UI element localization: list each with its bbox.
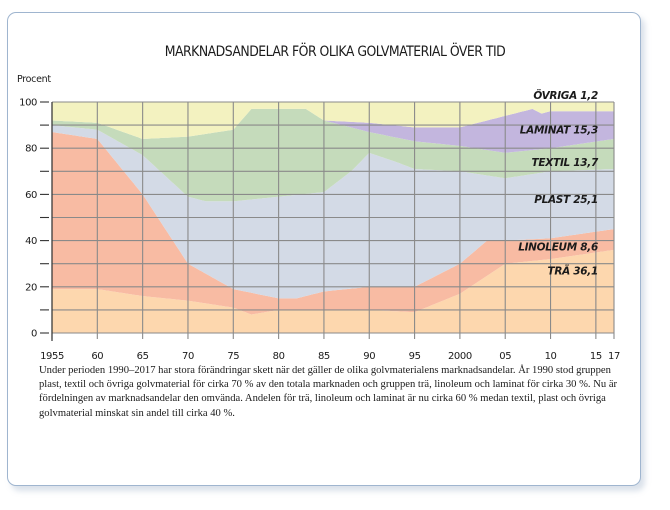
area-textil — [52, 108, 614, 202]
x-tick-label: 15 — [590, 351, 602, 362]
area-tr — [52, 249, 614, 333]
axes: 0 20 40 60 80 100 1955 60 65 70 75 80 85 90 95 2000 05 10… — [19, 98, 620, 363]
y-tick-label: 80 — [25, 144, 37, 155]
area-plast — [52, 125, 614, 299]
caption-text: Under perioden 1990–2017 har stora förän… — [39, 365, 618, 419]
x-tick-label: 60 — [91, 351, 103, 362]
x-tick-label: 80 — [273, 351, 285, 362]
x-tick-label: 85 — [318, 351, 330, 362]
series-label-plast: PLAST 25,1 — [534, 194, 598, 206]
area-vriga — [52, 102, 614, 139]
x-tick-label: 05 — [499, 351, 511, 362]
y-tick-label: 60 — [25, 190, 37, 201]
x-tick-label: 70 — [182, 351, 194, 362]
y-tick-label: 20 — [25, 282, 37, 293]
series-label-tr: TRÄ 36,1 — [547, 264, 598, 278]
x-tick-label: 10 — [545, 351, 557, 362]
chart-title: MARKNADSANDELAR FÖR OLIKA GOLVMATERIAL Ö… — [164, 44, 506, 60]
x-tick-label: 95 — [409, 351, 421, 362]
series-label-laminat: LAMINAT 15,3 — [520, 125, 598, 137]
y-axis-label: Procent — [17, 74, 51, 85]
y-tick-label: 100 — [19, 98, 37, 109]
x-tick-label: 1955 — [40, 351, 64, 362]
series-label-textil: TEXTIL 13,7 — [532, 157, 599, 169]
x-tick-label: 2000 — [448, 351, 472, 362]
series-labels: TRÄ 36,1 LINOLEUM 8,6 PLAST 25,1 TEXTIL 13,… — [518, 88, 599, 278]
area-linoleum — [52, 132, 614, 315]
x-tick-label: 17 — [608, 351, 620, 362]
area-layers — [52, 102, 614, 333]
y-tick-label: 0 — [31, 329, 37, 340]
area-laminat — [52, 108, 614, 153]
chart-caption: Under perioden 1990–2017 har stora förän… — [39, 364, 629, 421]
x-tick-label: 90 — [363, 351, 375, 362]
series-label-vriga: ÖVRIGA 1,2 — [533, 88, 598, 102]
series-label-linoleum: LINOLEUM 8,6 — [518, 241, 598, 253]
x-tick-label: 75 — [227, 351, 239, 362]
x-tick-label: 65 — [137, 351, 149, 362]
y-tick-label: 40 — [25, 236, 37, 247]
